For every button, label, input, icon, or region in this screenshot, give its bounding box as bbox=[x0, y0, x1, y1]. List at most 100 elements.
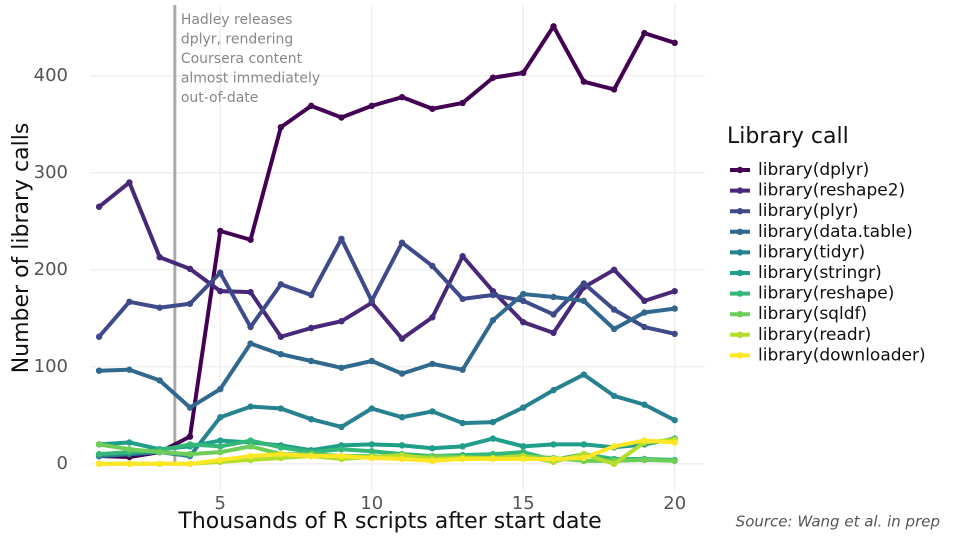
data-point bbox=[247, 288, 254, 296]
series-line bbox=[97, 180, 676, 341]
data-point bbox=[610, 392, 618, 400]
data-point bbox=[186, 441, 194, 448]
legend-label: library(sqldf) bbox=[758, 304, 867, 324]
data-point bbox=[580, 78, 588, 85]
data-point bbox=[217, 443, 224, 450]
data-point bbox=[338, 452, 345, 460]
data-point bbox=[671, 416, 678, 424]
legend-label: library(plyr) bbox=[758, 201, 859, 221]
data-point bbox=[429, 105, 436, 112]
data-point bbox=[459, 295, 466, 303]
data-point bbox=[156, 377, 163, 384]
data-point bbox=[641, 456, 648, 464]
legend-label: library(readr) bbox=[758, 325, 871, 345]
data-point bbox=[671, 287, 678, 295]
data-point bbox=[126, 446, 133, 453]
data-point bbox=[398, 93, 406, 101]
data-point bbox=[338, 235, 345, 242]
data-point bbox=[459, 366, 466, 373]
data-point bbox=[489, 435, 497, 442]
data-point bbox=[368, 357, 375, 365]
data-point bbox=[641, 323, 648, 331]
data-point bbox=[277, 124, 285, 131]
data-point bbox=[489, 418, 497, 426]
data-point bbox=[217, 456, 224, 464]
data-point bbox=[277, 281, 285, 288]
series-line bbox=[97, 236, 676, 339]
data-point bbox=[671, 330, 678, 338]
data-point bbox=[610, 266, 618, 274]
legend-label: library(reshape2) bbox=[758, 181, 905, 201]
data-point bbox=[459, 419, 466, 427]
data-point bbox=[520, 443, 527, 450]
data-point bbox=[610, 460, 618, 468]
series-line bbox=[99, 438, 675, 466]
data-point bbox=[580, 441, 588, 448]
data-point bbox=[186, 265, 194, 273]
data-point bbox=[368, 441, 375, 448]
annotation-text: almost immediately bbox=[181, 71, 320, 87]
data-point bbox=[186, 460, 194, 468]
data-point bbox=[338, 423, 345, 431]
data-point bbox=[550, 441, 557, 448]
legend-key-dot bbox=[736, 311, 744, 318]
data-point bbox=[429, 445, 436, 452]
data-point bbox=[217, 448, 224, 456]
data-point bbox=[520, 455, 527, 463]
data-point bbox=[247, 340, 254, 347]
data-point bbox=[156, 254, 163, 261]
data-point bbox=[459, 443, 466, 450]
data-point bbox=[307, 291, 315, 299]
data-point bbox=[338, 114, 345, 121]
data-point bbox=[641, 29, 648, 37]
legend-key-dot bbox=[736, 228, 744, 235]
data-point bbox=[489, 317, 497, 324]
annotation-text: out-of-date bbox=[181, 90, 259, 106]
data-point bbox=[247, 236, 254, 243]
data-point bbox=[641, 309, 648, 316]
series-line bbox=[98, 372, 676, 459]
data-point bbox=[186, 433, 194, 440]
data-point bbox=[398, 414, 406, 421]
data-point bbox=[338, 318, 345, 325]
data-point bbox=[398, 370, 406, 377]
data-point bbox=[580, 371, 588, 378]
x-tick-label: 15 bbox=[512, 493, 535, 514]
data-point bbox=[398, 239, 406, 246]
data-point bbox=[126, 366, 133, 373]
data-point bbox=[277, 333, 285, 340]
data-point bbox=[429, 360, 436, 368]
series-line bbox=[99, 292, 675, 410]
legend-label: library(tidyr) bbox=[758, 242, 865, 262]
legend-key-dot bbox=[736, 187, 744, 194]
data-point bbox=[398, 442, 406, 449]
data-point bbox=[520, 404, 527, 411]
x-tick-label: 5 bbox=[215, 493, 226, 514]
data-point bbox=[580, 297, 588, 305]
data-point bbox=[550, 293, 557, 301]
data-point bbox=[671, 305, 678, 312]
annotation-text: dplyr, rendering bbox=[181, 32, 293, 48]
data-point bbox=[307, 102, 315, 110]
legend-key-dot bbox=[736, 352, 744, 359]
data-point bbox=[277, 405, 285, 412]
data-point bbox=[217, 385, 224, 393]
data-point bbox=[368, 454, 375, 462]
data-point bbox=[307, 357, 315, 365]
legend-key-dot bbox=[736, 249, 744, 256]
data-point bbox=[95, 441, 103, 448]
data-point bbox=[520, 318, 527, 326]
data-point bbox=[489, 291, 497, 299]
data-point bbox=[217, 269, 224, 276]
legend-label: library(dplyr) bbox=[758, 160, 869, 180]
x-tick-label: 20 bbox=[663, 493, 686, 514]
data-point bbox=[489, 455, 497, 463]
data-point bbox=[338, 364, 345, 371]
data-point bbox=[429, 408, 436, 415]
annotation-text: Coursera content bbox=[181, 51, 303, 67]
data-point bbox=[550, 329, 557, 337]
data-point bbox=[368, 448, 375, 455]
annotation-text: Hadley releases bbox=[181, 12, 293, 28]
data-point bbox=[368, 405, 375, 412]
